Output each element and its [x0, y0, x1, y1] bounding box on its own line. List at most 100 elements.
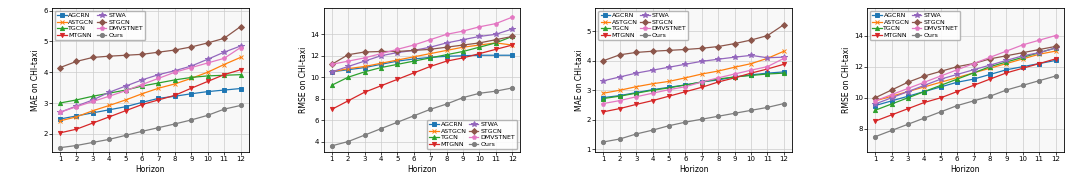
- DMVSTNET: [505, 16, 518, 18]
- DMVSTNET: [54, 111, 67, 113]
- STWA: [662, 66, 675, 68]
- TGCN: [391, 63, 404, 65]
- STGCN: [423, 48, 436, 50]
- STWA: [597, 80, 610, 82]
- MTGNN: [505, 44, 518, 46]
- DMVSTNET: [489, 23, 502, 25]
- STWA: [168, 70, 181, 72]
- DMVSTNET: [918, 81, 931, 83]
- ASTGCN: [441, 49, 454, 52]
- STGCN: [341, 54, 354, 56]
- STWA: [902, 90, 915, 93]
- STGCN: [505, 35, 518, 38]
- STWA: [359, 60, 372, 62]
- Legend: AGCRN, ASTGCN, TGCN, MTGNN, STWA, STGCN, DMVSTNET, Ours: AGCRN, ASTGCN, TGCN, MTGNN, STWA, STGCN,…: [428, 120, 517, 149]
- Ours: [679, 121, 692, 123]
- STGCN: [934, 70, 947, 72]
- ASTGCN: [119, 99, 132, 101]
- TGCN: [168, 79, 181, 81]
- AGCRN: [168, 95, 181, 97]
- STGCN: [441, 46, 454, 48]
- STWA: [136, 79, 149, 81]
- TGCN: [325, 84, 338, 86]
- Line: STGCN: STGCN: [329, 34, 514, 66]
- STWA: [325, 71, 338, 73]
- STWA: [201, 58, 214, 60]
- STGCN: [119, 54, 132, 56]
- Ours: [375, 128, 388, 130]
- ASTGCN: [885, 95, 897, 97]
- DMVSTNET: [728, 73, 741, 75]
- TGCN: [119, 89, 132, 91]
- Ours: [646, 129, 659, 131]
- TGCN: [679, 84, 692, 86]
- ASTGCN: [597, 92, 610, 94]
- DMVSTNET: [679, 86, 692, 88]
- Line: AGCRN: AGCRN: [602, 70, 786, 100]
- AGCRN: [359, 66, 372, 69]
- AGCRN: [54, 118, 67, 120]
- ASTGCN: [679, 77, 692, 79]
- ASTGCN: [103, 104, 116, 107]
- TGCN: [489, 42, 502, 44]
- MTGNN: [441, 60, 454, 62]
- TGCN: [696, 81, 708, 83]
- ASTGCN: [473, 44, 486, 46]
- STWA: [646, 69, 659, 71]
- ASTGCN: [86, 110, 99, 112]
- Ours: [934, 111, 947, 113]
- MTGNN: [630, 103, 643, 105]
- Line: ASTGCN: ASTGCN: [329, 41, 514, 74]
- Ours: [136, 130, 149, 133]
- MTGNN: [967, 84, 980, 86]
- AGCRN: [646, 89, 659, 91]
- Ours: [359, 134, 372, 136]
- Line: Ours: Ours: [329, 86, 514, 148]
- STWA: [119, 85, 132, 87]
- DMVSTNET: [902, 87, 915, 90]
- ASTGCN: [201, 71, 214, 73]
- ASTGCN: [1032, 53, 1045, 55]
- AGCRN: [662, 86, 675, 88]
- STGCN: [359, 51, 372, 53]
- STGCN: [473, 42, 486, 44]
- STWA: [918, 84, 931, 86]
- AGCRN: [152, 97, 165, 99]
- AGCRN: [902, 95, 915, 97]
- Y-axis label: RMSE on CHI-taxi: RMSE on CHI-taxi: [842, 47, 851, 113]
- MTGNN: [119, 110, 132, 112]
- MTGNN: [457, 57, 470, 59]
- AGCRN: [375, 63, 388, 65]
- MTGNN: [54, 132, 67, 134]
- TGCN: [70, 99, 83, 101]
- DMVSTNET: [744, 69, 757, 71]
- Ours: [201, 114, 214, 116]
- TGCN: [950, 78, 963, 80]
- STWA: [630, 72, 643, 74]
- STWA: [1049, 47, 1062, 49]
- DMVSTNET: [885, 94, 897, 96]
- AGCRN: [597, 96, 610, 99]
- MTGNN: [646, 99, 659, 102]
- TGCN: [375, 66, 388, 69]
- Ours: [391, 121, 404, 123]
- Line: DMVSTNET: DMVSTNET: [602, 56, 786, 106]
- AGCRN: [185, 93, 198, 95]
- AGCRN: [201, 90, 214, 93]
- Line: STGCN: STGCN: [602, 23, 786, 63]
- MTGNN: [423, 65, 436, 68]
- ASTGCN: [712, 70, 725, 72]
- AGCRN: [1032, 62, 1045, 65]
- STWA: [712, 58, 725, 60]
- STWA: [489, 33, 502, 36]
- Line: DMVSTNET: DMVSTNET: [58, 45, 243, 114]
- ASTGCN: [136, 93, 149, 95]
- STGCN: [489, 39, 502, 41]
- MTGNN: [902, 108, 915, 110]
- AGCRN: [918, 90, 931, 93]
- Line: Ours: Ours: [873, 74, 1057, 139]
- STWA: [885, 97, 897, 99]
- ASTGCN: [646, 83, 659, 85]
- TGCN: [505, 35, 518, 38]
- TGCN: [136, 85, 149, 87]
